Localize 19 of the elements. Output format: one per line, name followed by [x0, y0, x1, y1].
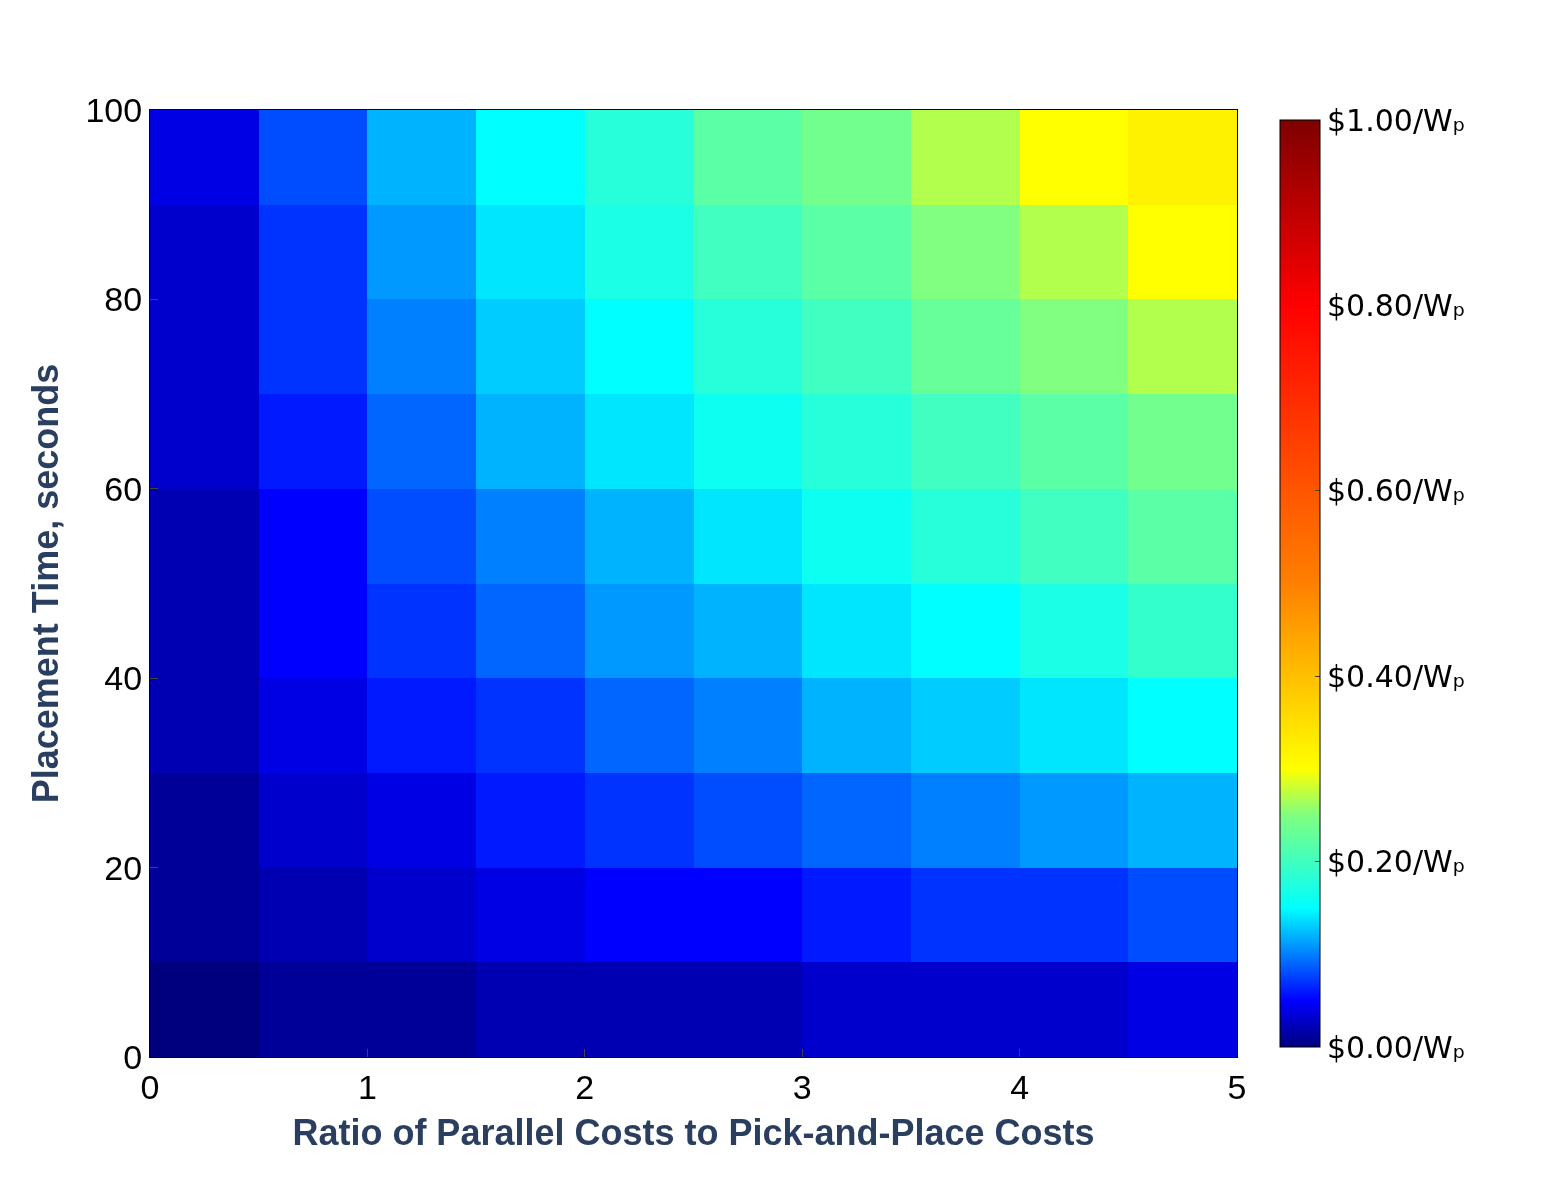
x-tick-label: 3	[792, 1067, 812, 1106]
color-bar-label: $0.20/Wₚ	[1327, 844, 1466, 880]
y-tick-label: 20	[104, 848, 143, 887]
x-tick-label: 4	[1010, 1067, 1030, 1106]
y-tick-label: 60	[104, 469, 143, 508]
y-tick-label: 100	[85, 90, 143, 129]
color-bar-label: $1.00/Wₚ	[1327, 102, 1466, 138]
y-tick-label: 80	[104, 280, 143, 319]
y-tick-label: 40	[104, 659, 143, 698]
y-tick-label: 0	[123, 1037, 143, 1076]
x-tick-label: 1	[357, 1067, 377, 1106]
color-bar-label: $0.00/Wₚ	[1327, 1029, 1466, 1065]
x-axis-title: Ratio of Parallel Costs to Pick-and-Place Costs	[292, 1112, 1095, 1154]
x-tick-label: 5	[1227, 1067, 1247, 1106]
color-bar-label: $0.80/Wₚ	[1327, 287, 1466, 323]
color-bar-label: $0.40/Wₚ	[1327, 658, 1466, 694]
color-bar-label: $0.60/Wₚ	[1327, 473, 1466, 509]
x-tick-label: 2	[575, 1067, 595, 1106]
y-axis-title: Placement Time, seconds	[25, 363, 67, 804]
